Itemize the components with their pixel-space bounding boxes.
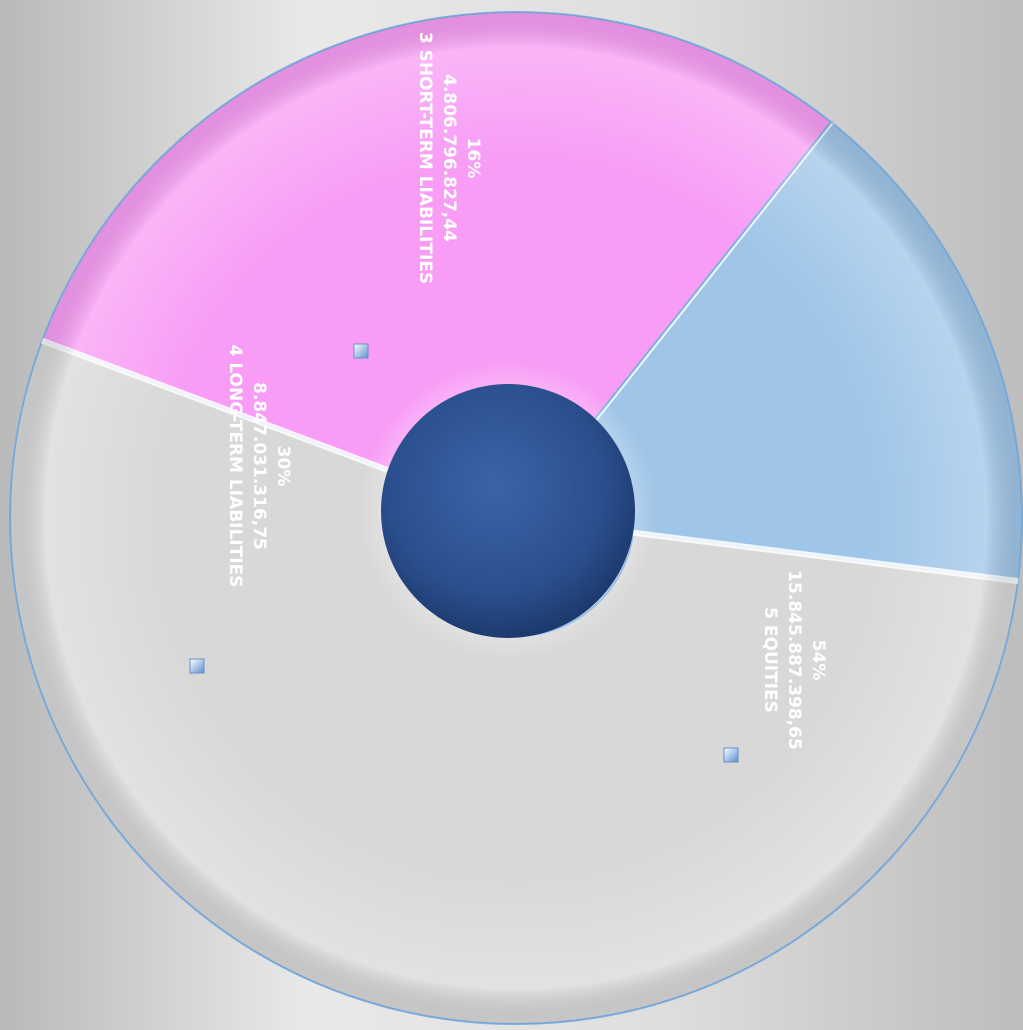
labels-layer: 3 SHORT-TERM LIABILITIES 4.806.796.827,44… (189, 32, 828, 763)
slice-label-group: 5 EQUITIES 15.845.887.398,65 54% (760, 570, 828, 750)
slice-percent-label: 16% (463, 138, 483, 179)
slice-amount-label: 4.806.796.827,44 (439, 74, 459, 242)
slice-percent-label: 30% (273, 446, 293, 487)
slice-category-label: 5 EQUITIES (760, 607, 780, 713)
donut-hole (381, 384, 635, 638)
slice-percent-label: 54% (808, 640, 828, 681)
slice-marker (189, 658, 205, 674)
slice-marker (723, 747, 739, 763)
slice-label-group: 4 LONG-TERM LIABILITIES 8.847.031.316,75 3… (225, 345, 293, 588)
slice-amount-label: 15.845.887.398,65 (784, 570, 804, 750)
slice-amount-label: 8.847.031.316,75 (249, 382, 269, 550)
slice-category-label: 4 LONG-TERM LIABILITIES (225, 345, 245, 588)
slice-marker (353, 343, 369, 359)
slice-category-label: 3 SHORT-TERM LIABILITIES (415, 32, 435, 284)
slice-label-group: 3 SHORT-TERM LIABILITIES 4.806.796.827,44… (415, 32, 483, 284)
